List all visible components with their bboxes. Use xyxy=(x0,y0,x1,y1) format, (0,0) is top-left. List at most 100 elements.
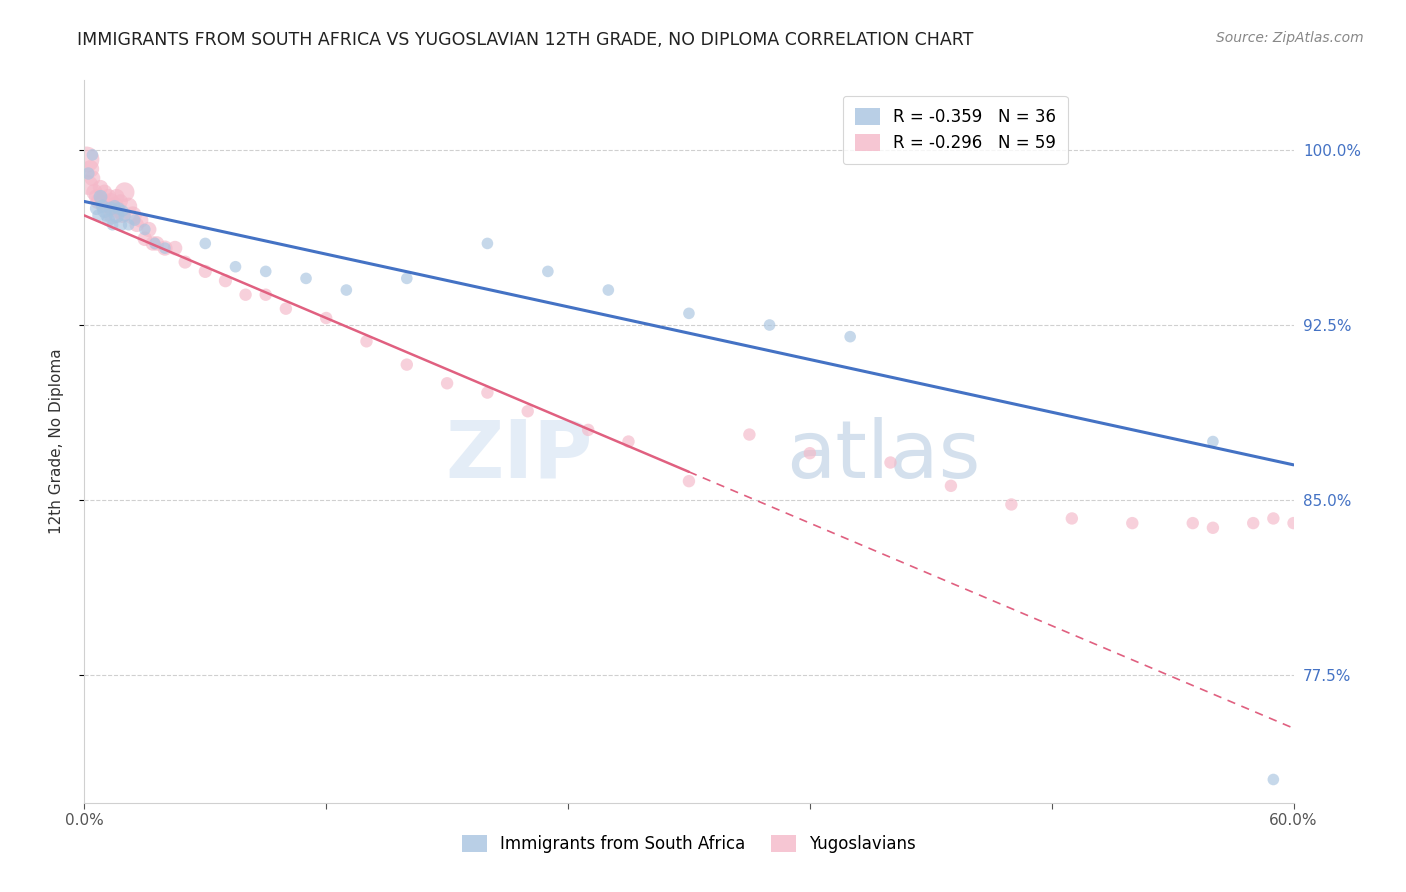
Point xyxy=(96,209,118,223)
Point xyxy=(174,255,197,269)
Point xyxy=(598,283,620,297)
Point xyxy=(758,318,780,332)
Point xyxy=(939,479,962,493)
Point xyxy=(274,301,297,316)
Point xyxy=(104,199,127,213)
Point xyxy=(97,190,120,204)
Point xyxy=(77,178,100,193)
Point xyxy=(83,185,105,199)
Point xyxy=(1202,521,1225,535)
Point xyxy=(87,194,110,209)
Point xyxy=(194,264,217,278)
Text: IMMIGRANTS FROM SOUTH AFRICA VS YUGOSLAVIAN 12TH GRADE, NO DIPLOMA CORRELATION C: IMMIGRANTS FROM SOUTH AFRICA VS YUGOSLAV… xyxy=(77,31,974,49)
Point xyxy=(436,376,458,391)
Point xyxy=(254,264,277,278)
Point xyxy=(101,209,124,223)
Point xyxy=(134,222,156,236)
Point xyxy=(93,185,115,199)
Point xyxy=(146,236,169,251)
Point xyxy=(101,218,124,232)
Point xyxy=(1000,498,1022,512)
Point xyxy=(165,241,187,255)
Point xyxy=(82,171,104,186)
Point xyxy=(153,241,176,255)
Point xyxy=(104,199,127,213)
Point xyxy=(1302,516,1324,530)
Point xyxy=(678,474,700,488)
Point xyxy=(86,190,108,204)
Point xyxy=(107,203,129,218)
Point xyxy=(114,209,136,223)
Point xyxy=(100,202,122,216)
Point xyxy=(93,203,115,218)
Point xyxy=(617,434,640,449)
Point xyxy=(110,218,132,232)
Point xyxy=(111,209,134,223)
Point xyxy=(87,209,110,223)
Point xyxy=(89,180,111,194)
Legend: Immigrants from South Africa, Yugoslavians: Immigrants from South Africa, Yugoslavia… xyxy=(456,828,922,860)
Point xyxy=(839,329,862,343)
Point xyxy=(235,287,257,301)
Point xyxy=(77,167,100,181)
Point xyxy=(153,241,176,255)
Point xyxy=(96,199,118,213)
Point xyxy=(89,190,111,204)
Point xyxy=(1181,516,1204,530)
Point xyxy=(1060,511,1083,525)
Point xyxy=(477,385,499,400)
Point xyxy=(125,218,148,232)
Point xyxy=(1263,511,1285,525)
Point xyxy=(107,202,129,216)
Point xyxy=(194,236,217,251)
Point xyxy=(142,236,165,251)
Point xyxy=(1263,772,1285,787)
Point xyxy=(315,311,337,326)
Point xyxy=(1202,434,1225,449)
Point xyxy=(395,271,418,285)
Point xyxy=(576,423,599,437)
Point xyxy=(129,213,152,227)
Point xyxy=(79,161,101,176)
Y-axis label: 12th Grade, No Diploma: 12th Grade, No Diploma xyxy=(49,349,63,534)
Point xyxy=(86,202,108,216)
Point xyxy=(111,203,134,218)
Point xyxy=(516,404,538,418)
Point xyxy=(118,199,141,213)
Point xyxy=(105,209,128,223)
Point xyxy=(356,334,378,349)
Point xyxy=(678,306,700,320)
Point xyxy=(134,232,156,246)
Text: ZIP: ZIP xyxy=(444,417,592,495)
Point xyxy=(82,148,104,162)
Point xyxy=(118,218,141,232)
Point xyxy=(91,194,114,209)
Point xyxy=(1323,516,1346,530)
Point xyxy=(114,185,136,199)
Point xyxy=(97,213,120,227)
Point xyxy=(121,209,143,223)
Text: Source: ZipAtlas.com: Source: ZipAtlas.com xyxy=(1216,31,1364,45)
Point xyxy=(124,213,146,227)
Point xyxy=(100,194,122,209)
Point xyxy=(477,236,499,251)
Point xyxy=(395,358,418,372)
Point xyxy=(1121,516,1143,530)
Point xyxy=(537,264,560,278)
Point xyxy=(138,222,160,236)
Point xyxy=(254,287,277,301)
Point xyxy=(335,283,357,297)
Point xyxy=(75,153,97,167)
Point xyxy=(295,271,318,285)
Text: atlas: atlas xyxy=(786,417,980,495)
Point xyxy=(879,456,901,470)
Point xyxy=(738,427,761,442)
Point xyxy=(91,199,114,213)
Point xyxy=(143,236,166,251)
Point xyxy=(1282,516,1305,530)
Point xyxy=(799,446,821,460)
Point xyxy=(1241,516,1264,530)
Point xyxy=(225,260,247,274)
Point xyxy=(105,190,128,204)
Point xyxy=(214,274,236,288)
